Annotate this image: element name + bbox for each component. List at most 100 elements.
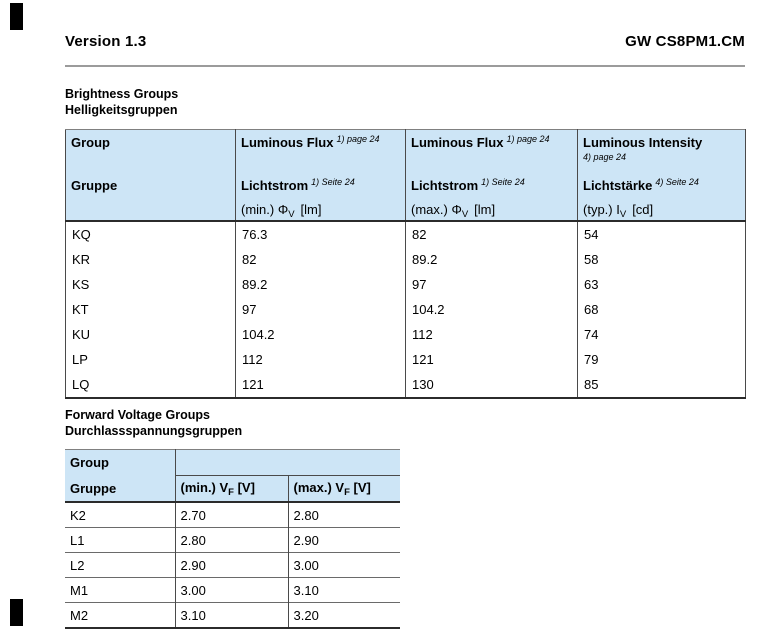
cell-vf-min: 3.00: [174, 577, 288, 603]
brightness-groups-table: Group Gruppe Luminous Flux 1) page 24 Lic…: [65, 129, 746, 399]
document-header: Version 1.3 GW CS8PM1.CM: [65, 33, 745, 50]
intensity-unit-bracket: [cd]: [632, 202, 654, 217]
col-header-group: Group Gruppe: [65, 129, 236, 222]
voltage-header-row-2: Gruppe (min.) VF [V] (max.) VF [V]: [65, 475, 400, 503]
table-row: KU 104.2 112 74: [66, 322, 746, 347]
intensity-label-de: Lichtstärke: [583, 178, 653, 193]
flux-min-footnote-en: 1) page 24: [336, 134, 380, 144]
table-row: L2 2.90 3.00: [65, 552, 400, 578]
flux-max-label-en: Luminous Flux: [411, 135, 504, 150]
table-row: M2 3.10 3.20: [65, 602, 400, 628]
vf-header-merged-cell: [174, 449, 400, 476]
vf-col-header-group-en: Group: [65, 449, 175, 476]
cell-vf-max: 3.20: [287, 602, 400, 628]
cell-flux-min: 121: [235, 372, 406, 398]
cell-group: M1: [65, 577, 175, 603]
voltage-title-de: Durchlassspannungsgruppen: [65, 424, 243, 438]
intensity-label-en: Luminous Intensity: [583, 135, 703, 150]
cell-flux-max: 89.2: [405, 247, 578, 272]
col-header-intensity: Luminous Intensity 4) page 24 Lichtstärk…: [577, 129, 746, 222]
cell-flux-max: 104.2: [405, 297, 578, 322]
table-row: KT 97 104.2 68: [66, 297, 746, 322]
cell-intensity: 54: [577, 221, 746, 247]
cell-flux-min: 97: [235, 297, 406, 322]
cell-intensity: 79: [577, 347, 746, 372]
cell-group: KQ: [72, 227, 91, 242]
voltage-section-title: Forward Voltage Groups Durchlassspannung…: [65, 407, 242, 439]
cell-group: L2: [65, 552, 175, 578]
group-label-en: Group: [71, 135, 110, 150]
intensity-footnote-en: 4) page 24: [583, 152, 627, 162]
flux-min-unit-sub: V: [288, 209, 295, 220]
registration-mark-bottom: [10, 599, 23, 626]
cell-group: L1: [65, 527, 175, 553]
cell-group: K2: [65, 501, 175, 528]
flux-max-unit: (max.) Φ: [411, 202, 462, 217]
cell-vf-min: 2.70: [174, 501, 288, 528]
brightness-title-en: Brightness Groups: [65, 87, 179, 101]
flux-min-unit-bracket: [lm]: [300, 202, 322, 217]
cell-vf-max: 3.00: [287, 552, 400, 578]
table-row: K2 2.70 2.80: [65, 501, 400, 528]
cell-group: KR: [72, 252, 91, 267]
intensity-unit: (typ.) I: [583, 202, 620, 217]
cell-group: LQ: [72, 377, 90, 392]
cell-vf-min: 2.90: [174, 552, 288, 578]
cell-flux-max: 121: [405, 347, 578, 372]
cell-intensity: 74: [577, 322, 746, 347]
col-header-flux-min: Luminous Flux 1) page 24 Lichtstrom 1) Sei…: [235, 129, 406, 222]
cell-flux-max: 130: [405, 372, 578, 398]
cell-vf-max: 2.80: [287, 501, 400, 528]
group-label-de: Gruppe: [71, 178, 118, 193]
table-row: LQ 121 130 85: [66, 372, 746, 398]
cell-flux-min: 89.2: [235, 272, 406, 297]
flux-max-label-de: Lichtstrom: [411, 178, 479, 193]
forward-voltage-table: Group Gruppe (min.) VF [V] (max.) VF [V]…: [65, 449, 400, 629]
flux-max-unit-bracket: [lm]: [474, 202, 496, 217]
cell-flux-max: 112: [405, 322, 578, 347]
version-label: Version 1.3: [65, 33, 147, 50]
table-row: KR 82 89.2 58: [66, 247, 746, 272]
vf-col-header-max: (max.) VF [V]: [287, 475, 400, 503]
vf-max-unit: (max.) V: [293, 479, 345, 495]
cell-group: KS: [72, 277, 90, 292]
cell-flux-min: 112: [235, 347, 406, 372]
cell-vf-min: 2.80: [174, 527, 288, 553]
vf-max-unit-bracket: [V]: [349, 479, 371, 495]
intensity-unit-sub: V: [619, 209, 627, 220]
cell-flux-min: 104.2: [235, 322, 406, 347]
brightness-header-row: Group Gruppe Luminous Flux 1) page 24 Lic…: [65, 129, 746, 222]
cell-group: KU: [72, 327, 91, 342]
cell-flux-max: 82: [405, 221, 578, 247]
cell-intensity: 63: [577, 272, 746, 297]
cell-vf-min: 3.10: [174, 602, 288, 628]
cell-intensity: 85: [577, 372, 746, 398]
cell-flux-max: 97: [405, 272, 578, 297]
cell-intensity: 58: [577, 247, 746, 272]
table-row: M1 3.00 3.10: [65, 577, 400, 603]
header-divider: [65, 65, 745, 67]
vf-col-header-min: (min.) VF [V]: [174, 475, 288, 503]
brightness-title-de: Helligkeitsgruppen: [65, 103, 178, 117]
vf-max-unit-sub: F: [344, 486, 350, 498]
cell-intensity: 68: [577, 297, 746, 322]
flux-min-footnote-de: 1) Seite 24: [311, 177, 355, 187]
vf-col-header-group-de: Gruppe: [65, 475, 175, 503]
vf-min-unit: (min.) V: [180, 479, 229, 495]
cell-vf-max: 2.90: [287, 527, 400, 553]
table-row: KS 89.2 97 63: [66, 272, 746, 297]
flux-min-unit: (min.) Φ: [241, 202, 289, 217]
brightness-section-title: Brightness Groups Helligkeitsgruppen: [65, 86, 178, 118]
table-row: L1 2.80 2.90: [65, 527, 400, 553]
voltage-title-en: Forward Voltage Groups: [65, 408, 210, 422]
cell-vf-max: 3.10: [287, 577, 400, 603]
cell-group: LP: [72, 352, 88, 367]
col-header-flux-max: Luminous Flux 1) page 24 Lichtstrom 1) Sei…: [405, 129, 578, 222]
flux-max-unit-sub: V: [461, 209, 469, 220]
cell-flux-min: 82: [235, 247, 406, 272]
product-code: GW CS8PM1.CM: [625, 33, 745, 50]
flux-min-label-en: Luminous Flux: [241, 135, 334, 150]
vf-min-unit-bracket: [V]: [233, 479, 255, 495]
table-row: LP 112 121 79: [66, 347, 746, 372]
